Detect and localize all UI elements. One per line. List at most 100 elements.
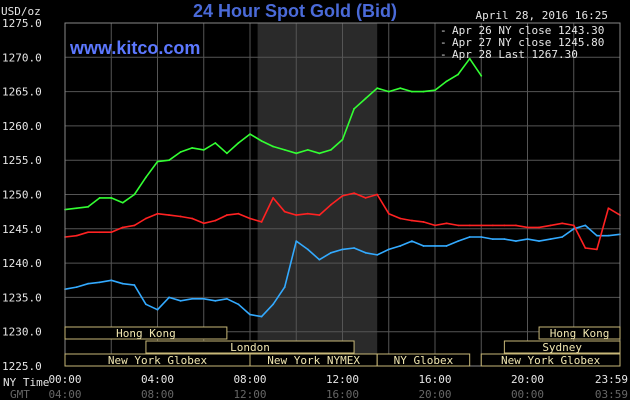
- data-point: [491, 238, 494, 240]
- x-tick-label-gmt: 03:59: [595, 388, 628, 400]
- data-point: [75, 286, 78, 289]
- data-point: [156, 212, 159, 215]
- data-point: [341, 248, 344, 251]
- y-tick-label: 1240.0: [2, 257, 42, 270]
- data-point: [584, 224, 587, 227]
- data-point: [434, 89, 436, 92]
- x-tick-label-ny: 00:00: [48, 373, 81, 386]
- data-point: [376, 193, 379, 196]
- x-tick-label-gmt: 12:00: [233, 388, 266, 400]
- data-point: [434, 245, 436, 247]
- data-point: [191, 146, 194, 149]
- data-point: [607, 207, 610, 210]
- data-point: [87, 231, 90, 234]
- data-point: [330, 251, 332, 254]
- data-point: [272, 303, 275, 306]
- session-bar: New York NYMEX: [249, 353, 378, 367]
- data-point: [468, 224, 471, 227]
- session-box: [64, 326, 228, 340]
- data-point: [457, 73, 460, 76]
- data-point: [538, 240, 540, 243]
- y-tick-label: 1275.0: [2, 17, 42, 30]
- data-point: [145, 217, 147, 220]
- data-point: [179, 299, 182, 302]
- data-point: [399, 245, 402, 247]
- data-point: [98, 281, 101, 284]
- data-point: [306, 212, 309, 215]
- data-point: [283, 149, 286, 151]
- data-point: [607, 234, 610, 237]
- data-point: [168, 296, 170, 299]
- data-point: [110, 231, 113, 234]
- legend-item: - Apr 28 Last 1267.30: [440, 48, 578, 61]
- data-point: [272, 145, 275, 148]
- x-axis-label-ny: NY Time: [3, 376, 49, 389]
- data-point: [549, 224, 552, 227]
- data-point: [457, 224, 460, 227]
- data-point: [283, 210, 286, 213]
- data-point: [237, 212, 240, 215]
- x-tick-label-gmt: 00:00: [511, 388, 544, 400]
- data-point: [202, 222, 205, 225]
- data-point: [353, 107, 355, 110]
- data-point: [503, 224, 506, 227]
- y-tick-label: 1230.0: [2, 326, 42, 339]
- legend-label: Apr 28 Last 1267.30: [452, 48, 578, 61]
- data-point: [191, 297, 194, 300]
- data-point: [121, 201, 124, 204]
- legend-item: - Apr 26 NY close 1243.30: [440, 24, 604, 37]
- data-point: [387, 90, 390, 93]
- session-bar: NY Globex: [376, 353, 471, 367]
- session-label: Hong Kong: [550, 327, 610, 340]
- legend-label: Apr 27 NY close 1245.80: [452, 36, 604, 49]
- data-point: [75, 234, 78, 237]
- data-point: [202, 297, 205, 300]
- data-point: [145, 176, 147, 179]
- data-point: [422, 245, 425, 247]
- data-point: [399, 217, 402, 220]
- y-tick-label: 1235.0: [2, 291, 42, 304]
- y-tick-label: 1225.0: [2, 360, 42, 373]
- data-point: [249, 133, 251, 136]
- x-axis-label-gmt: GMT: [10, 388, 30, 400]
- x-tick-label-gmt: 08:00: [141, 388, 174, 400]
- y-tick-label: 1270.0: [2, 51, 42, 64]
- data-point: [260, 315, 263, 318]
- data-point: [561, 236, 564, 238]
- data-point: [249, 217, 251, 220]
- data-point: [491, 224, 494, 227]
- data-point: [87, 282, 90, 285]
- data-point: [364, 97, 367, 100]
- data-point: [526, 238, 529, 240]
- data-point: [260, 221, 263, 223]
- session-bar: New York Globex: [64, 353, 251, 367]
- data-point: [410, 219, 413, 222]
- data-point: [330, 149, 332, 151]
- session-box: [538, 326, 621, 340]
- data-point: [445, 245, 448, 247]
- data-point: [445, 222, 448, 225]
- data-point: [595, 248, 598, 251]
- data-point: [434, 224, 436, 227]
- data-point: [341, 138, 344, 141]
- session-label: NY Globex: [394, 354, 454, 367]
- website-link[interactable]: www.kitco.com: [69, 38, 200, 58]
- session-label: New York NYMEX: [267, 354, 360, 367]
- legend-item: - Apr 27 NY close 1245.80: [440, 36, 604, 49]
- session-bar: New York Globex: [480, 353, 621, 367]
- data-point: [595, 234, 598, 237]
- data-point: [191, 217, 194, 220]
- x-tick-label-gmt: 16:00: [326, 388, 359, 400]
- x-tick-label-ny: 04:00: [141, 373, 174, 386]
- data-point: [445, 80, 448, 83]
- data-point: [214, 299, 217, 302]
- legend-marker: -: [440, 24, 447, 37]
- data-point: [87, 205, 90, 208]
- data-point: [121, 282, 124, 285]
- legend-marker: -: [440, 48, 447, 61]
- data-point: [156, 308, 159, 311]
- data-point: [249, 313, 251, 316]
- data-point: [515, 240, 517, 243]
